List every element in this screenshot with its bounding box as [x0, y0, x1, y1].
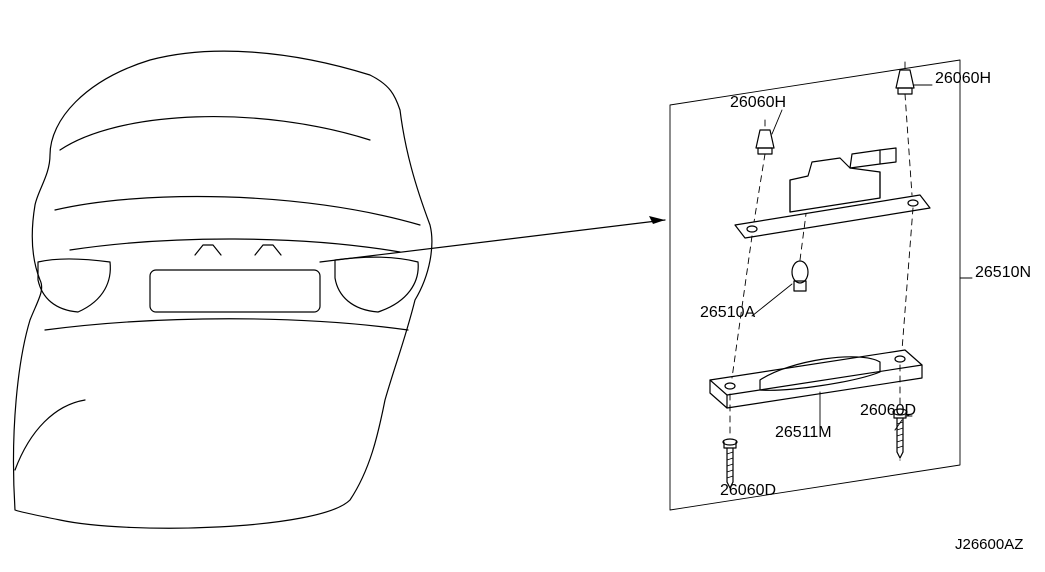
label-clip-top-left: 26060H: [730, 94, 786, 112]
diagram-svg: [0, 0, 1045, 572]
label-assembly: 26510N: [975, 264, 1031, 282]
label-screw-left: 26060D: [720, 482, 776, 500]
bulb: [792, 261, 808, 291]
label-bulb: 26510A: [700, 304, 755, 322]
lamp-housing: [735, 148, 930, 238]
label-clip-top-right: 26060H: [935, 70, 991, 88]
dashed-lines: [730, 62, 913, 438]
pointer-arrow: [320, 216, 665, 262]
label-lens: 26511M: [775, 424, 832, 442]
clip-top-left: [756, 130, 774, 154]
car-rear-outline: [13, 51, 431, 528]
lens: [710, 350, 922, 408]
diagram-stage: 26060H 26060H 26510N 26510A 26511M 26060…: [0, 0, 1045, 572]
label-screw-right: 26060D: [860, 402, 916, 420]
screw-left: [723, 439, 737, 488]
assembly-boundary: [670, 60, 960, 510]
clip-top-right: [896, 70, 914, 94]
diagram-id: J26600AZ: [955, 536, 1023, 553]
